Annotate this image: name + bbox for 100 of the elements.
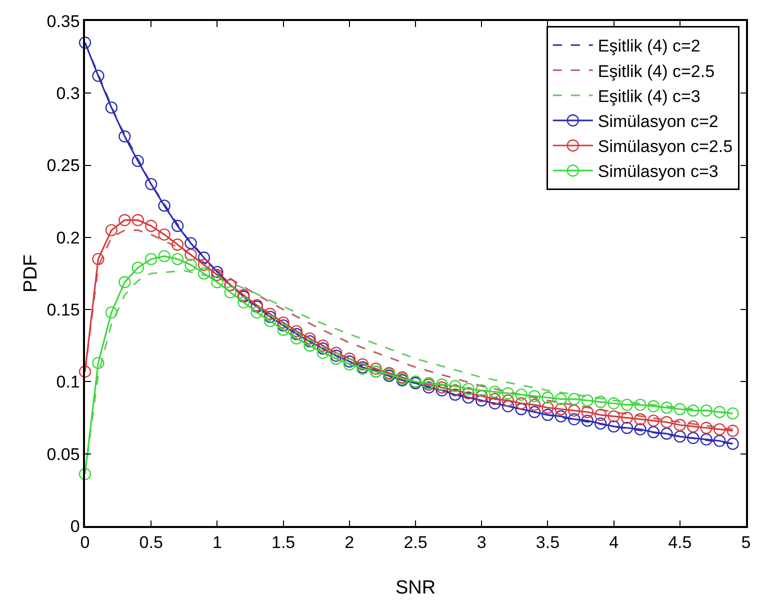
point <box>660 428 673 440</box>
y-tick-label: 0 <box>70 516 80 536</box>
point <box>290 328 303 340</box>
point <box>145 252 158 266</box>
x-tick-label: 3 <box>476 533 486 552</box>
point <box>568 413 580 426</box>
point <box>608 397 620 410</box>
point <box>316 340 330 352</box>
x-tick-label: 1 <box>212 533 222 552</box>
point <box>634 398 646 411</box>
point <box>726 407 739 420</box>
point <box>528 398 541 411</box>
point <box>211 276 224 288</box>
y-axis-title: PDF <box>20 254 42 292</box>
point <box>449 380 462 392</box>
point <box>211 268 224 282</box>
y-tick-label: 0.35 <box>46 12 80 31</box>
point <box>620 412 634 424</box>
point <box>634 423 646 436</box>
point <box>92 252 104 266</box>
point <box>568 404 580 417</box>
point <box>554 403 568 416</box>
point <box>554 410 568 422</box>
point <box>594 408 607 421</box>
x-tick-label: 5 <box>741 533 751 552</box>
point <box>78 468 92 480</box>
point <box>687 432 700 444</box>
point <box>250 306 263 319</box>
point <box>78 366 92 378</box>
point <box>700 433 712 446</box>
point <box>674 430 686 443</box>
point <box>713 406 726 418</box>
point <box>171 220 184 232</box>
y-tick-label: 0.1 <box>56 372 80 392</box>
point <box>713 434 726 447</box>
legend-label: Eşitlik (4) c=2.5 <box>598 62 715 81</box>
point <box>290 332 303 345</box>
point <box>145 220 158 232</box>
point <box>105 224 118 236</box>
point <box>436 384 448 396</box>
point <box>304 335 316 348</box>
point <box>647 414 660 427</box>
x-axis-title: SNR <box>395 578 436 598</box>
x-tick-label: 2.5 <box>404 533 428 552</box>
point <box>634 413 646 426</box>
point <box>594 396 607 408</box>
x-tick-label: 2 <box>344 533 354 552</box>
point <box>264 310 276 323</box>
point <box>542 391 554 404</box>
point <box>700 404 712 417</box>
point <box>488 386 501 398</box>
point <box>476 390 488 402</box>
point <box>198 267 210 280</box>
legend-label: Simülasyon c=2 <box>598 112 718 132</box>
point <box>436 381 448 394</box>
point <box>158 250 170 262</box>
point <box>184 237 197 250</box>
point <box>581 406 594 418</box>
point <box>264 315 276 328</box>
y-tick-label: 0.15 <box>46 300 80 320</box>
point <box>502 394 514 407</box>
point <box>647 400 660 412</box>
point <box>198 258 210 271</box>
point <box>316 346 330 359</box>
point <box>726 438 739 450</box>
point <box>713 423 726 436</box>
point <box>316 342 330 355</box>
y-tick-label: 0.25 <box>46 156 80 176</box>
point <box>620 398 634 411</box>
point <box>608 420 620 433</box>
point <box>449 384 462 396</box>
point <box>515 397 528 410</box>
point <box>330 346 342 359</box>
point <box>118 130 131 143</box>
point <box>330 350 342 362</box>
point <box>132 262 144 274</box>
x-tick-label: 4.5 <box>668 533 692 552</box>
point <box>158 200 170 212</box>
legend-label: Eşitlik (4) c=3 <box>598 86 700 106</box>
point <box>687 404 700 417</box>
point <box>436 378 448 391</box>
point <box>647 426 660 438</box>
point <box>568 392 580 406</box>
point <box>132 214 144 226</box>
point <box>660 402 673 414</box>
point <box>554 392 568 406</box>
point <box>542 402 554 414</box>
point <box>542 408 554 421</box>
point <box>92 356 104 370</box>
point <box>726 424 739 437</box>
point <box>687 420 700 433</box>
point <box>330 352 342 365</box>
point <box>118 214 131 226</box>
point <box>198 252 210 264</box>
point <box>145 178 158 190</box>
x-tick-label: 4 <box>609 533 619 552</box>
point <box>224 286 237 298</box>
x-tick-label: 1.5 <box>271 533 296 552</box>
legend-label: Eşitlik (4) c=2 <box>598 36 700 56</box>
point <box>581 394 594 407</box>
